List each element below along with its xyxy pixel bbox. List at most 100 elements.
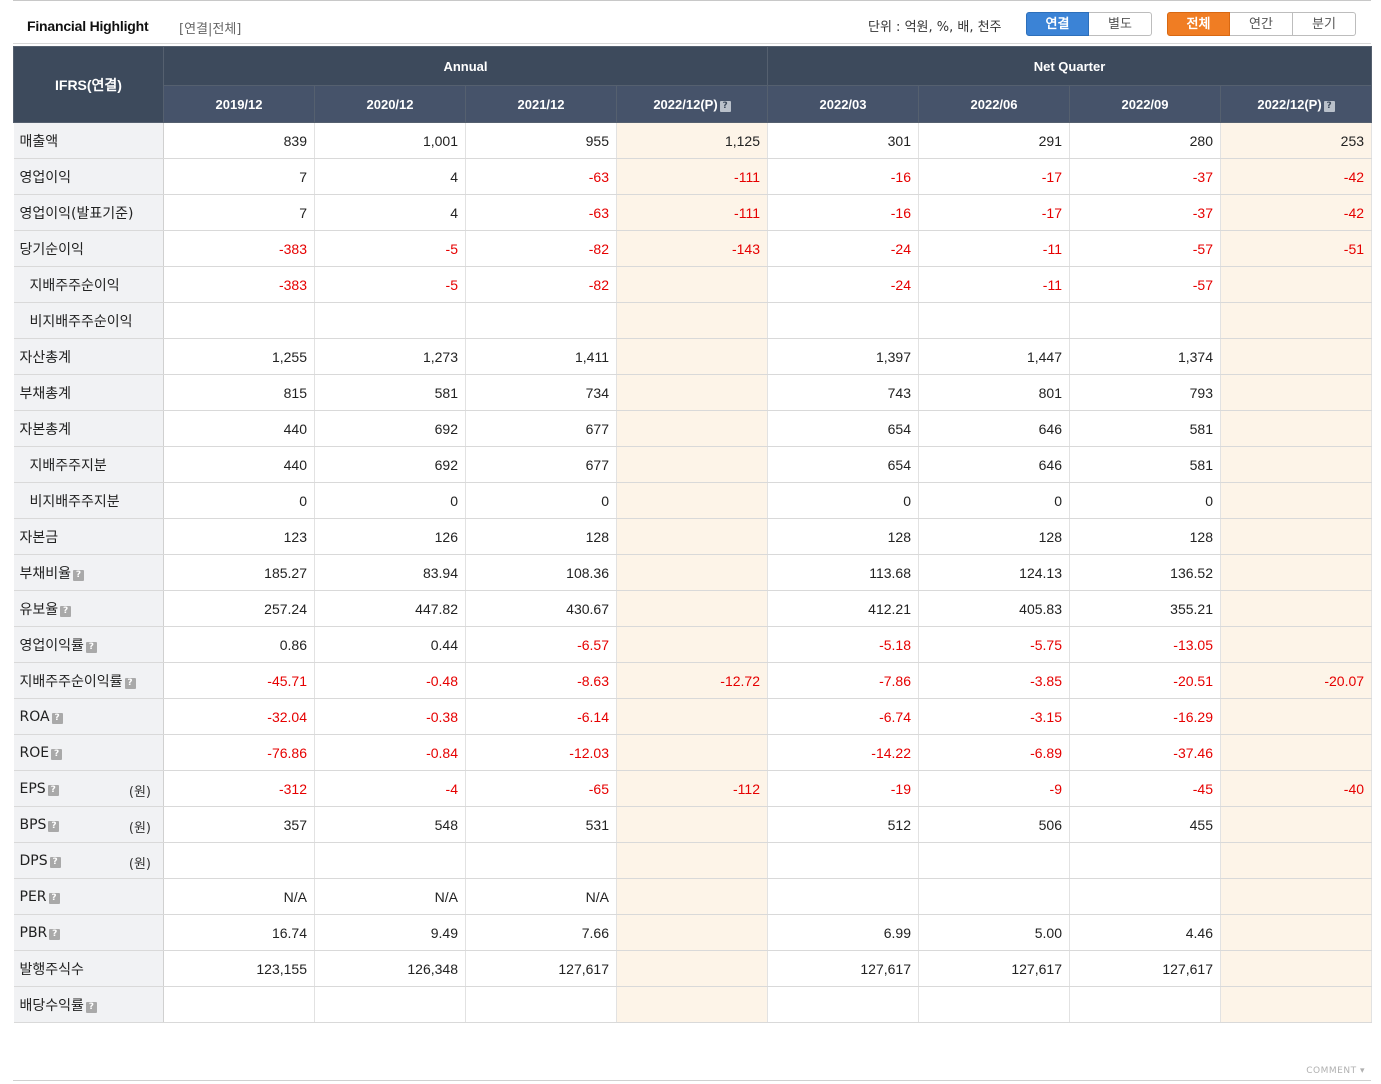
- row-label-cell: 자산총계: [13, 338, 164, 375]
- table-cell: [616, 698, 768, 735]
- period-quarter-button[interactable]: 분기: [1293, 12, 1356, 36]
- question-mark-icon[interactable]: ?: [60, 605, 72, 617]
- row-label: 지배주주순이익률: [19, 673, 123, 690]
- question-mark-icon[interactable]: ?: [719, 100, 731, 112]
- table-cell: -63: [465, 194, 617, 231]
- row-label: 지배주주순이익: [29, 277, 120, 294]
- table-cell: -3.85: [918, 662, 1070, 699]
- table-cell: [918, 302, 1070, 339]
- row-label: 영업이익률: [19, 637, 84, 654]
- column-header-label: 2019/12: [215, 96, 263, 112]
- table-row: 배당수익률?: [13, 986, 1373, 1023]
- table-row: 영업이익(발표기준) 7 4 -63 -111 -16 -17 -37 -42: [13, 194, 1373, 231]
- row-label-cell: 자본총계: [13, 410, 164, 447]
- row-label-cell: 지배주주지분: [13, 446, 164, 483]
- table-cell: 815: [163, 374, 315, 411]
- table-cell: 430.67: [465, 590, 617, 627]
- column-header-6: 2022/09: [1069, 85, 1221, 123]
- table-cell: -6.57: [465, 626, 617, 663]
- table-cell: N/A: [163, 878, 315, 915]
- table-row: 영업이익 7 4 -63 -111 -16 -17 -37 -42: [13, 158, 1373, 195]
- table-cell: -5: [314, 266, 466, 303]
- table-row: 자본금 123 126 128 128 128 128: [13, 518, 1373, 555]
- question-mark-icon[interactable]: ?: [124, 677, 136, 689]
- column-header-5: 2022/06: [918, 85, 1070, 123]
- question-mark-icon[interactable]: ?: [48, 892, 60, 904]
- table-row: 자본총계 440 692 677 654 646 581: [13, 410, 1373, 447]
- table-row: 부채총계 815 581 734 743 801 793: [13, 374, 1373, 411]
- row-label-cell: EPS? (원): [13, 770, 164, 807]
- table-cell: -40: [1220, 770, 1373, 807]
- table-row: PER? N/A N/A N/A: [13, 878, 1373, 915]
- table-cell: 0: [465, 482, 617, 519]
- row-label-cell: PER?: [13, 878, 164, 915]
- table-cell: -5: [314, 230, 466, 267]
- question-mark-icon[interactable]: ?: [47, 784, 59, 796]
- table-cell: [1220, 986, 1373, 1023]
- table-row: 지배주주순이익 -383 -5 -82 -24 -11 -57: [13, 266, 1373, 303]
- quarter-group-header: Net Quarter: [766, 46, 1373, 86]
- question-mark-icon[interactable]: ?: [49, 928, 61, 940]
- table-cell: 127,617: [918, 950, 1070, 987]
- table-cell: [767, 878, 919, 915]
- table-cell: 677: [465, 410, 617, 447]
- table-cell: [616, 626, 768, 663]
- column-header-3: 2022/12(P)?: [616, 85, 768, 123]
- row-label-cell: 유보율?: [13, 590, 164, 627]
- basis-separate-button[interactable]: 별도: [1089, 12, 1152, 36]
- question-mark-icon[interactable]: ?: [85, 641, 97, 653]
- row-label-cell: 매출액: [13, 122, 164, 159]
- question-mark-icon[interactable]: ?: [48, 820, 60, 832]
- table-cell: 506: [918, 806, 1070, 843]
- table-cell: 253: [1220, 122, 1373, 159]
- table-cell: -12.03: [465, 734, 617, 771]
- question-mark-icon[interactable]: ?: [73, 569, 85, 581]
- table-cell: -16: [767, 194, 919, 231]
- panel-header: Financial Highlight [연결|전체] 단위 : 억원, %, …: [13, 0, 1371, 44]
- column-header-label: 2022/09: [1121, 96, 1169, 112]
- table-cell: [616, 338, 768, 375]
- row-label-cell: 발행주식수: [13, 950, 164, 987]
- table-cell: [163, 986, 315, 1023]
- table-cell: [465, 842, 617, 879]
- table-cell: 1,411: [465, 338, 617, 375]
- question-mark-icon[interactable]: ?: [51, 712, 63, 724]
- financial-highlight-panel: Financial Highlight [연결|전체] 단위 : 억원, %, …: [13, 0, 1373, 1081]
- column-header-0: 2019/12: [163, 85, 315, 123]
- row-label-cell: 부채총계: [13, 374, 164, 411]
- row-label: DPS: [19, 852, 48, 869]
- table-cell: [616, 518, 768, 555]
- table-cell: 1,273: [314, 338, 466, 375]
- table-cell: 126,348: [314, 950, 466, 987]
- period-all-button[interactable]: 전체: [1167, 12, 1230, 36]
- row-label: 배당수익률: [19, 997, 84, 1014]
- column-header-label: 2022/12(P): [1257, 96, 1322, 112]
- row-label: 발행주식수: [19, 961, 84, 978]
- question-mark-icon[interactable]: ?: [49, 856, 61, 868]
- row-label-cell: ROE?: [13, 734, 164, 771]
- row-label-cell: 당기순이익: [13, 230, 164, 267]
- table-row: 유보율? 257.24 447.82 430.67 412.21 405.83 355.21: [13, 590, 1373, 627]
- table-cell: [1220, 374, 1373, 411]
- comment-toggle[interactable]: COMMENT ▾: [1306, 1066, 1365, 1076]
- table-cell: [1220, 950, 1373, 987]
- question-mark-icon[interactable]: ?: [1323, 100, 1335, 112]
- table-cell: [918, 878, 1070, 915]
- table-cell: [1220, 410, 1373, 447]
- column-header-label: 2020/12: [366, 96, 414, 112]
- table-cell: 355.21: [1069, 590, 1221, 627]
- question-mark-icon[interactable]: ?: [51, 748, 63, 760]
- table-cell: 793: [1069, 374, 1221, 411]
- table-row: ROE? -76.86 -0.84 -12.03 -14.22 -6.89 -37.46: [13, 734, 1373, 771]
- table-cell: [616, 986, 768, 1023]
- row-label-cell: 영업이익: [13, 158, 164, 195]
- question-mark-icon[interactable]: ?: [85, 1001, 97, 1013]
- period-annual-button[interactable]: 연간: [1230, 12, 1293, 36]
- basis-consolidated-button[interactable]: 연결: [1026, 12, 1089, 36]
- table-cell: 581: [314, 374, 466, 411]
- table-cell: -3.15: [918, 698, 1070, 735]
- table-cell: -0.84: [314, 734, 466, 771]
- table-cell: [1220, 518, 1373, 555]
- row-label-cell: 자본금: [13, 518, 164, 555]
- table-cell: [1220, 446, 1373, 483]
